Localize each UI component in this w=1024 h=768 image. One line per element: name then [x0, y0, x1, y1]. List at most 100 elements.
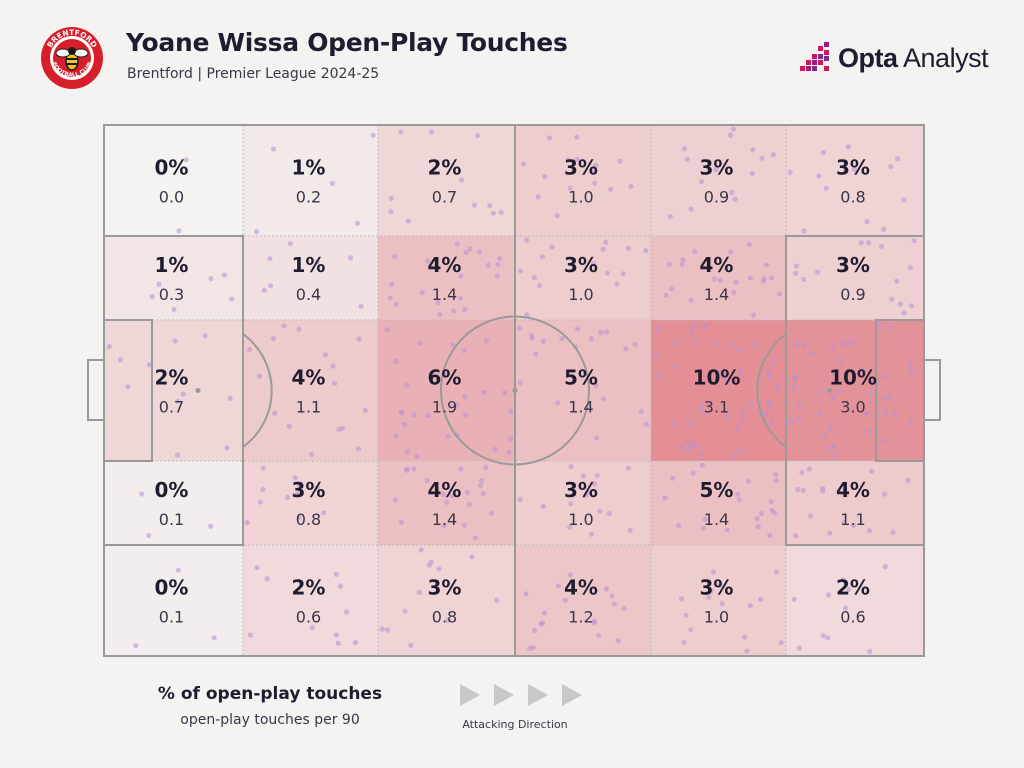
touch-dot-126: [768, 275, 775, 281]
touch-dot-164: [356, 336, 362, 342]
touch-dot-399: [402, 608, 408, 614]
touch-dot-400: [445, 617, 451, 623]
touch-dot-127: [901, 310, 907, 316]
touch-dot-143: [117, 357, 123, 363]
touch-dot-238: [738, 447, 744, 453]
touch-dot-262: [886, 325, 893, 331]
touch-dot-4: [253, 229, 260, 235]
cell-pct-r2-c4: 10%: [693, 366, 741, 390]
heatmap-cell-r4-c0: [104, 545, 243, 656]
cell-pct-r2-c5: 10%: [829, 366, 877, 390]
touch-dot-97: [590, 261, 597, 267]
cell-pct-r1-c5: 3%: [836, 253, 870, 277]
touch-dot-349: [768, 499, 774, 505]
touch-dot-51: [888, 163, 894, 170]
touch-dot-61: [171, 306, 177, 313]
touch-dot-84: [457, 295, 463, 301]
touch-dot-259: [837, 359, 844, 366]
touch-dot-428: [758, 596, 764, 603]
touch-dot-100: [643, 248, 649, 254]
touch-dot-145: [146, 362, 153, 368]
cell-p90-r2-c5: 3.0: [840, 398, 865, 417]
heatmap-cell-r3-c5: [786, 461, 924, 545]
touch-dot-382: [869, 468, 875, 474]
touch-dot-332: [464, 489, 470, 495]
touch-dot-169: [506, 449, 512, 455]
heatmap-cell-r0-c2: [378, 125, 515, 236]
touch-dot-276: [788, 418, 794, 425]
direction-label: Attacking Direction: [462, 718, 568, 731]
cell-pct-r1-c1: 1%: [292, 253, 326, 277]
touch-dot-63: [221, 272, 227, 278]
touch-dot-140: [894, 278, 900, 284]
touch-dot-122: [717, 277, 723, 283]
touch-dot-267: [850, 341, 856, 347]
touch-dot-81: [437, 312, 443, 318]
touch-dot-243: [672, 342, 679, 348]
touch-dot-231: [688, 422, 694, 428]
touch-dot-109: [711, 276, 717, 282]
touch-dot-420: [540, 620, 546, 626]
touch-dot-427: [778, 640, 784, 646]
touch-dot-451: [791, 596, 797, 602]
touch-dot-229: [767, 374, 773, 381]
touch-dot-307: [292, 475, 298, 481]
touch-dot-369: [827, 530, 833, 536]
touch-dot-338: [567, 524, 573, 530]
touch-dot-209: [574, 326, 581, 332]
touch-dot-444: [826, 592, 832, 598]
touch-dot-250: [655, 327, 661, 334]
touch-dot-42: [749, 170, 755, 177]
left-penalty-arc: [242, 333, 273, 448]
touch-dot-22: [628, 183, 634, 190]
touch-dot-248: [740, 409, 746, 415]
touch-dot-219: [737, 369, 744, 375]
touch-dot-182: [384, 327, 390, 333]
touch-dot-45: [759, 155, 765, 161]
touch-dot-362: [772, 510, 778, 516]
touch-dot-184: [483, 338, 490, 344]
touch-dot-166: [330, 363, 336, 369]
cell-pct-r4-c4: 3%: [700, 576, 734, 600]
touch-dot-360: [700, 525, 706, 531]
touch-dot-33: [750, 147, 756, 153]
touch-dot-121: [669, 286, 675, 292]
touch-dot-419: [541, 610, 548, 616]
touch-dot-48: [845, 144, 851, 150]
touch-dot-391: [344, 609, 350, 615]
touch-dot-12: [405, 218, 411, 224]
touch-dot-95: [539, 254, 546, 260]
touch-dot-436: [688, 627, 694, 633]
touch-dot-128: [908, 303, 915, 309]
heatmap-cell-r2-c1: [243, 320, 378, 461]
touch-dot-230: [692, 338, 699, 344]
touch-dot-152: [362, 407, 368, 414]
touch-dot-417: [609, 593, 615, 599]
heatmap-cell-r0-c0: [104, 125, 243, 236]
touch-dot-263: [908, 418, 914, 425]
touch-dot-117: [680, 257, 686, 263]
touch-dot-447: [846, 586, 852, 592]
touch-dot-98: [600, 246, 606, 252]
touch-dot-429: [710, 569, 717, 575]
touch-dot-302: [244, 520, 250, 526]
touch-dot-83: [463, 249, 469, 255]
touch-dot-176: [508, 408, 514, 414]
cell-p90-r3-c4: 1.4: [704, 510, 729, 529]
touch-dot-19: [535, 194, 541, 200]
touch-dot-435: [744, 648, 750, 654]
touch-dot-316: [488, 510, 494, 516]
touch-dot-291: [830, 443, 837, 449]
touch-dot-234: [685, 439, 691, 445]
touch-dot-175: [507, 436, 514, 442]
touch-dot-125: [764, 262, 770, 268]
touch-dot-198: [638, 408, 645, 415]
touch-dot-34: [667, 214, 673, 220]
touch-dot-67: [287, 241, 293, 247]
touch-dot-147: [174, 398, 181, 404]
right-penalty-spot: [827, 388, 833, 393]
touch-dot-389: [337, 583, 344, 589]
touch-dot-91: [387, 295, 393, 301]
touch-dot-300: [139, 491, 145, 497]
touch-dot-251: [655, 372, 662, 379]
